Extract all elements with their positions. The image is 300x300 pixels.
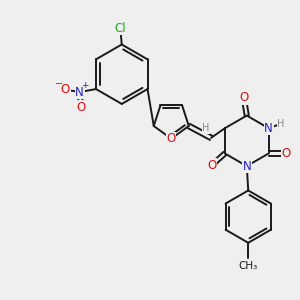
Text: +: + [81, 81, 88, 90]
Text: N: N [242, 160, 251, 172]
Text: O: O [207, 159, 216, 172]
Text: O: O [239, 91, 248, 104]
Text: H: H [202, 123, 209, 134]
Text: O: O [61, 83, 70, 96]
Text: O: O [282, 147, 291, 160]
Text: N: N [75, 85, 84, 98]
Text: −: − [56, 79, 64, 89]
Text: N: N [264, 122, 273, 135]
Text: O: O [76, 101, 86, 114]
Text: Cl: Cl [115, 22, 126, 34]
Text: O: O [167, 132, 176, 145]
Text: H: H [278, 119, 285, 129]
Text: CH₃: CH₃ [238, 261, 258, 271]
